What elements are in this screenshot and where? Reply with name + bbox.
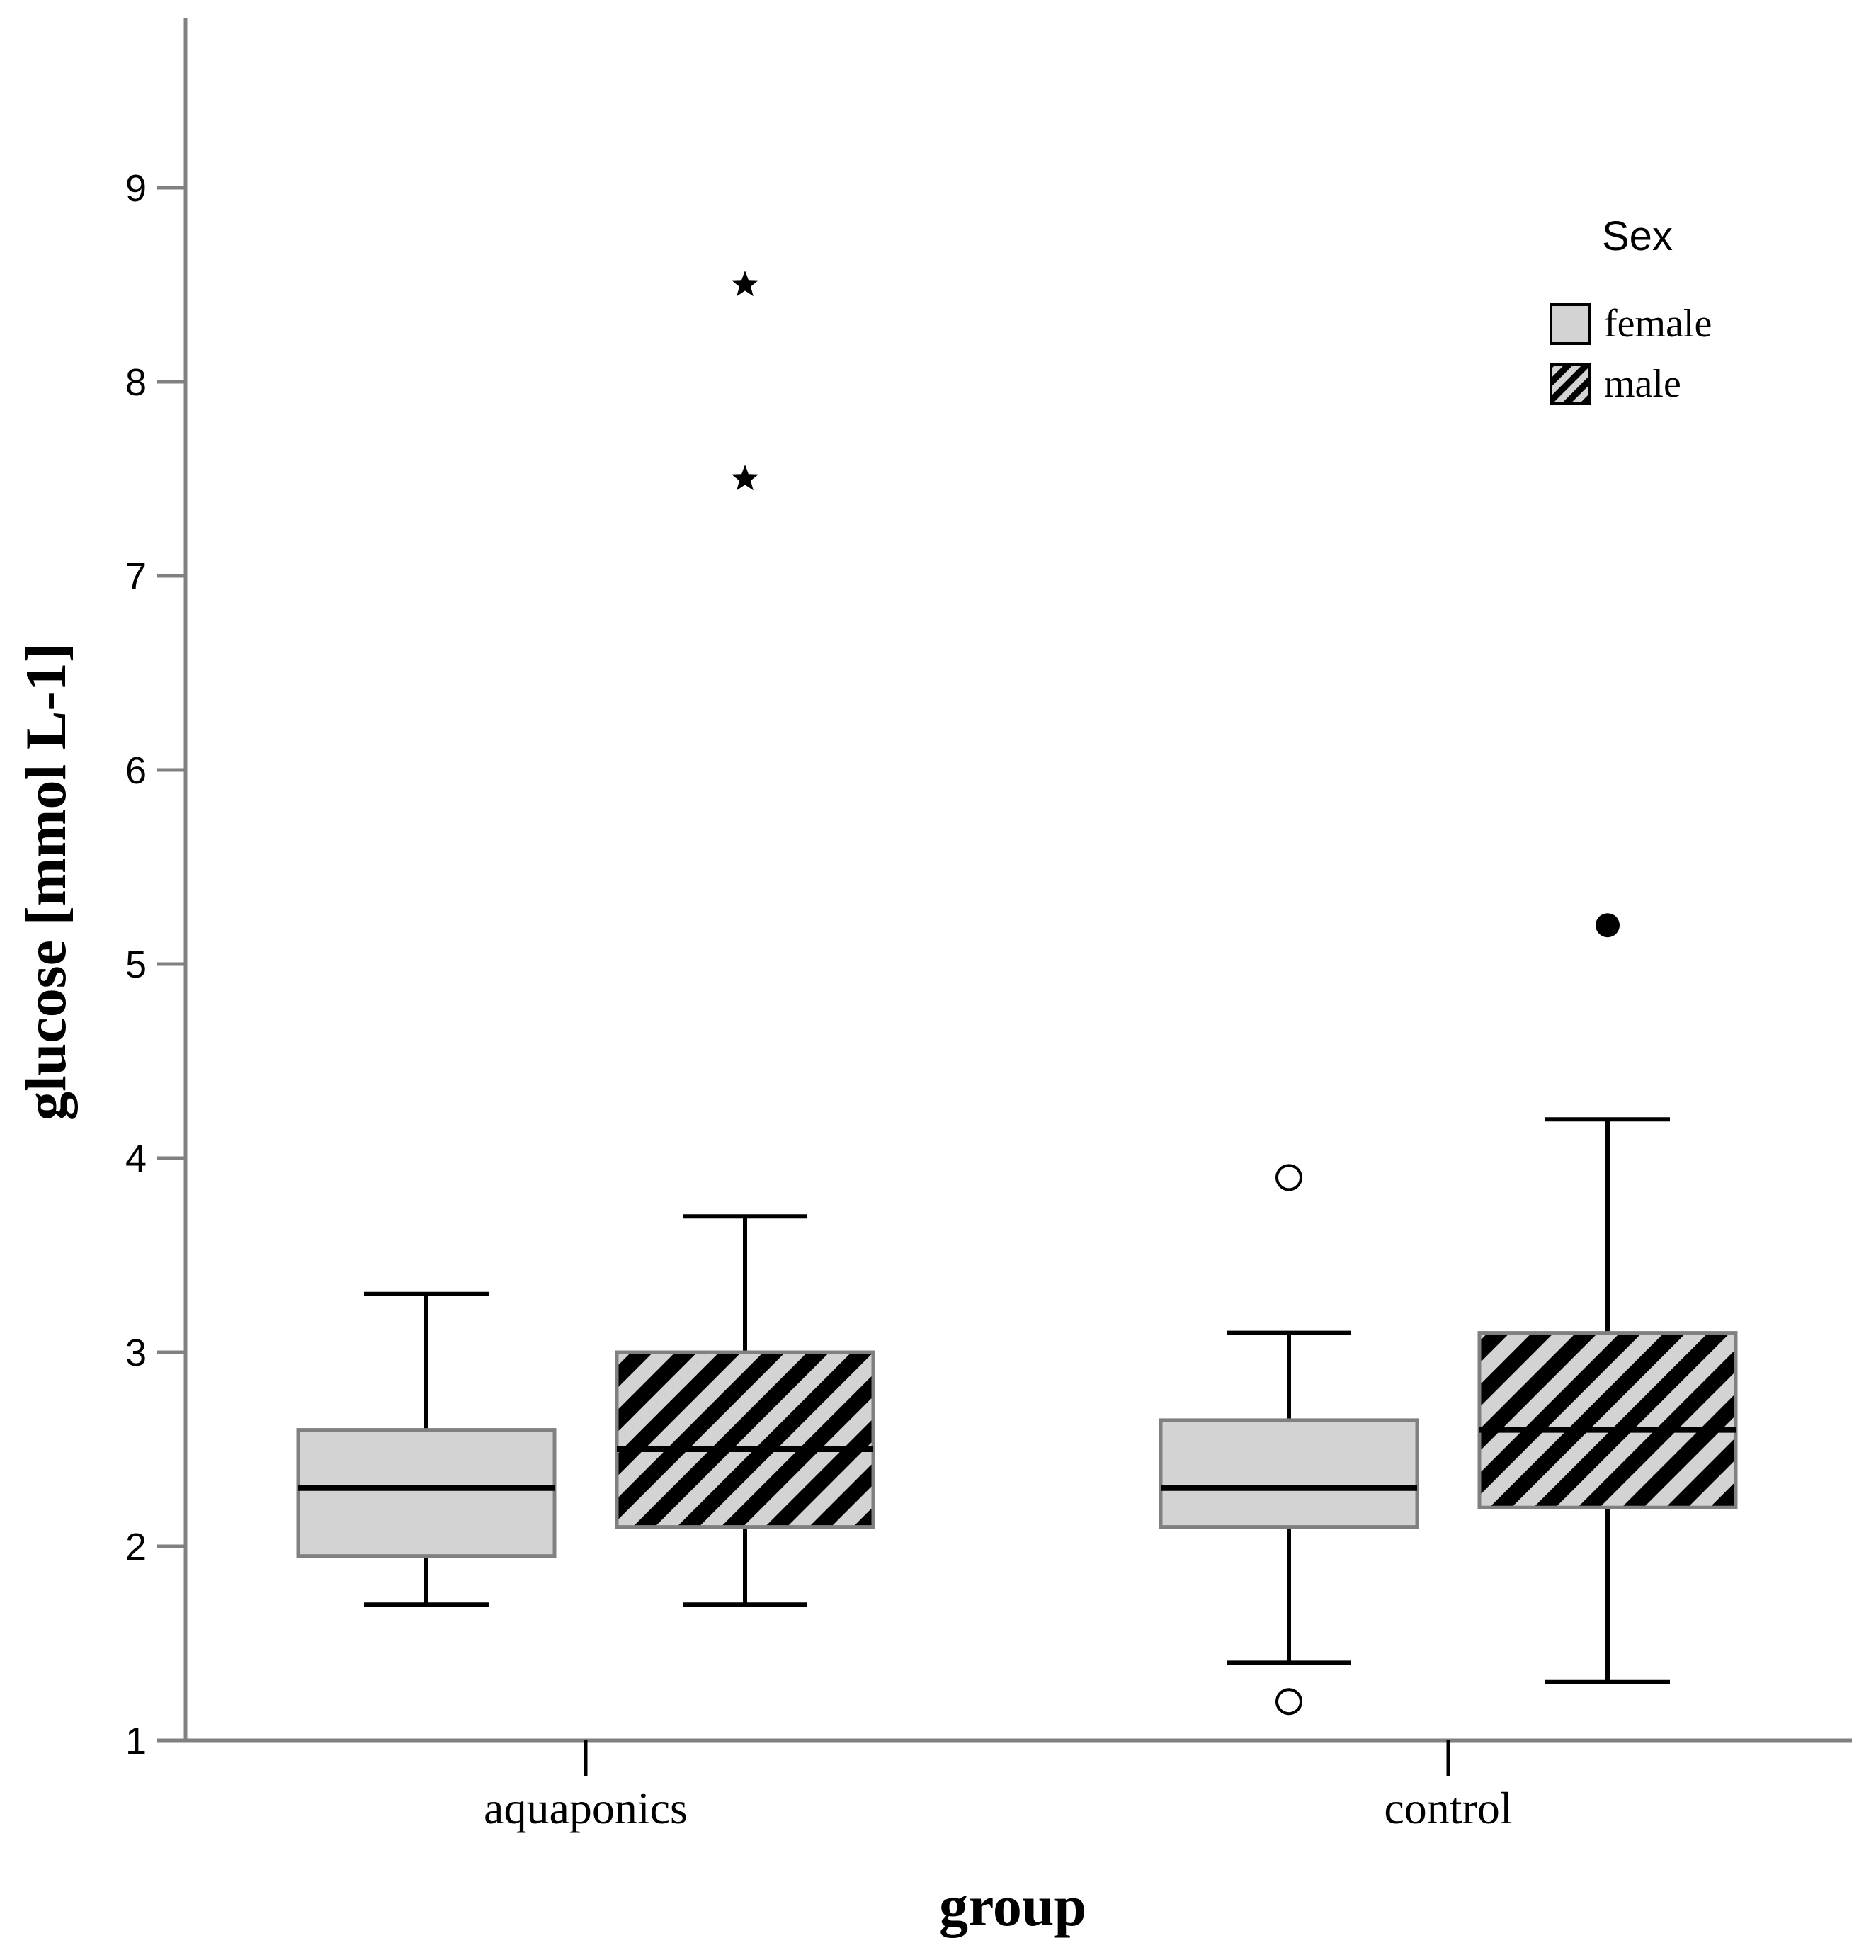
x-tick-label-aquaponics: aquaponics bbox=[484, 1783, 688, 1833]
y-tick-label: 7 bbox=[125, 555, 147, 598]
outlier-point bbox=[1275, 1688, 1302, 1716]
x-tick-label-control: control bbox=[1384, 1783, 1512, 1833]
box-body bbox=[615, 1350, 875, 1529]
legend-entry-female: female bbox=[1550, 302, 1712, 346]
y-tick-label: 6 bbox=[125, 749, 147, 792]
y-tick-label: 2 bbox=[125, 1526, 147, 1568]
box-female-control bbox=[1159, 1330, 1419, 1665]
legend-label-male: male bbox=[1604, 362, 1681, 406]
box-body bbox=[1159, 1418, 1419, 1529]
legend-label-female: female bbox=[1604, 302, 1712, 346]
legend-swatch-female bbox=[1550, 303, 1591, 345]
y-tick-label: 5 bbox=[125, 944, 147, 986]
box-female-aquaponics bbox=[296, 1291, 557, 1607]
outlier-points bbox=[732, 271, 1620, 1716]
y-tick-label: 4 bbox=[125, 1138, 147, 1180]
y-tick-label: 8 bbox=[125, 361, 147, 404]
box-male-control bbox=[1477, 1117, 1738, 1684]
y-tick-label: 3 bbox=[125, 1332, 147, 1374]
legend: Sex female male bbox=[1550, 213, 1712, 406]
extreme-point bbox=[732, 271, 758, 297]
box-male-aquaponics bbox=[615, 1214, 875, 1607]
x-ticks: aquaponics control bbox=[484, 1740, 1513, 1833]
legend-title: Sex bbox=[1602, 213, 1673, 259]
y-ticks: 1 2 3 4 5 6 7 8 9 bbox=[125, 167, 186, 1762]
y-tick-label: 1 bbox=[125, 1720, 147, 1762]
legend-swatch-male bbox=[1550, 363, 1591, 405]
box-body bbox=[296, 1428, 557, 1558]
extreme-point bbox=[732, 465, 758, 491]
outlier-point bbox=[1275, 1164, 1302, 1191]
y-tick-label: 9 bbox=[125, 167, 147, 210]
box-body bbox=[1477, 1331, 1738, 1509]
boxes bbox=[296, 1117, 1738, 1684]
outlier-point bbox=[1596, 913, 1620, 938]
axes: 1 2 3 4 5 6 7 8 9 aquaponics control bbox=[125, 18, 1852, 1833]
legend-entry-male: male bbox=[1550, 362, 1681, 406]
x-axis-title: group bbox=[939, 1874, 1086, 1938]
y-axis-title: glucose [mmol L-1] bbox=[13, 643, 78, 1121]
